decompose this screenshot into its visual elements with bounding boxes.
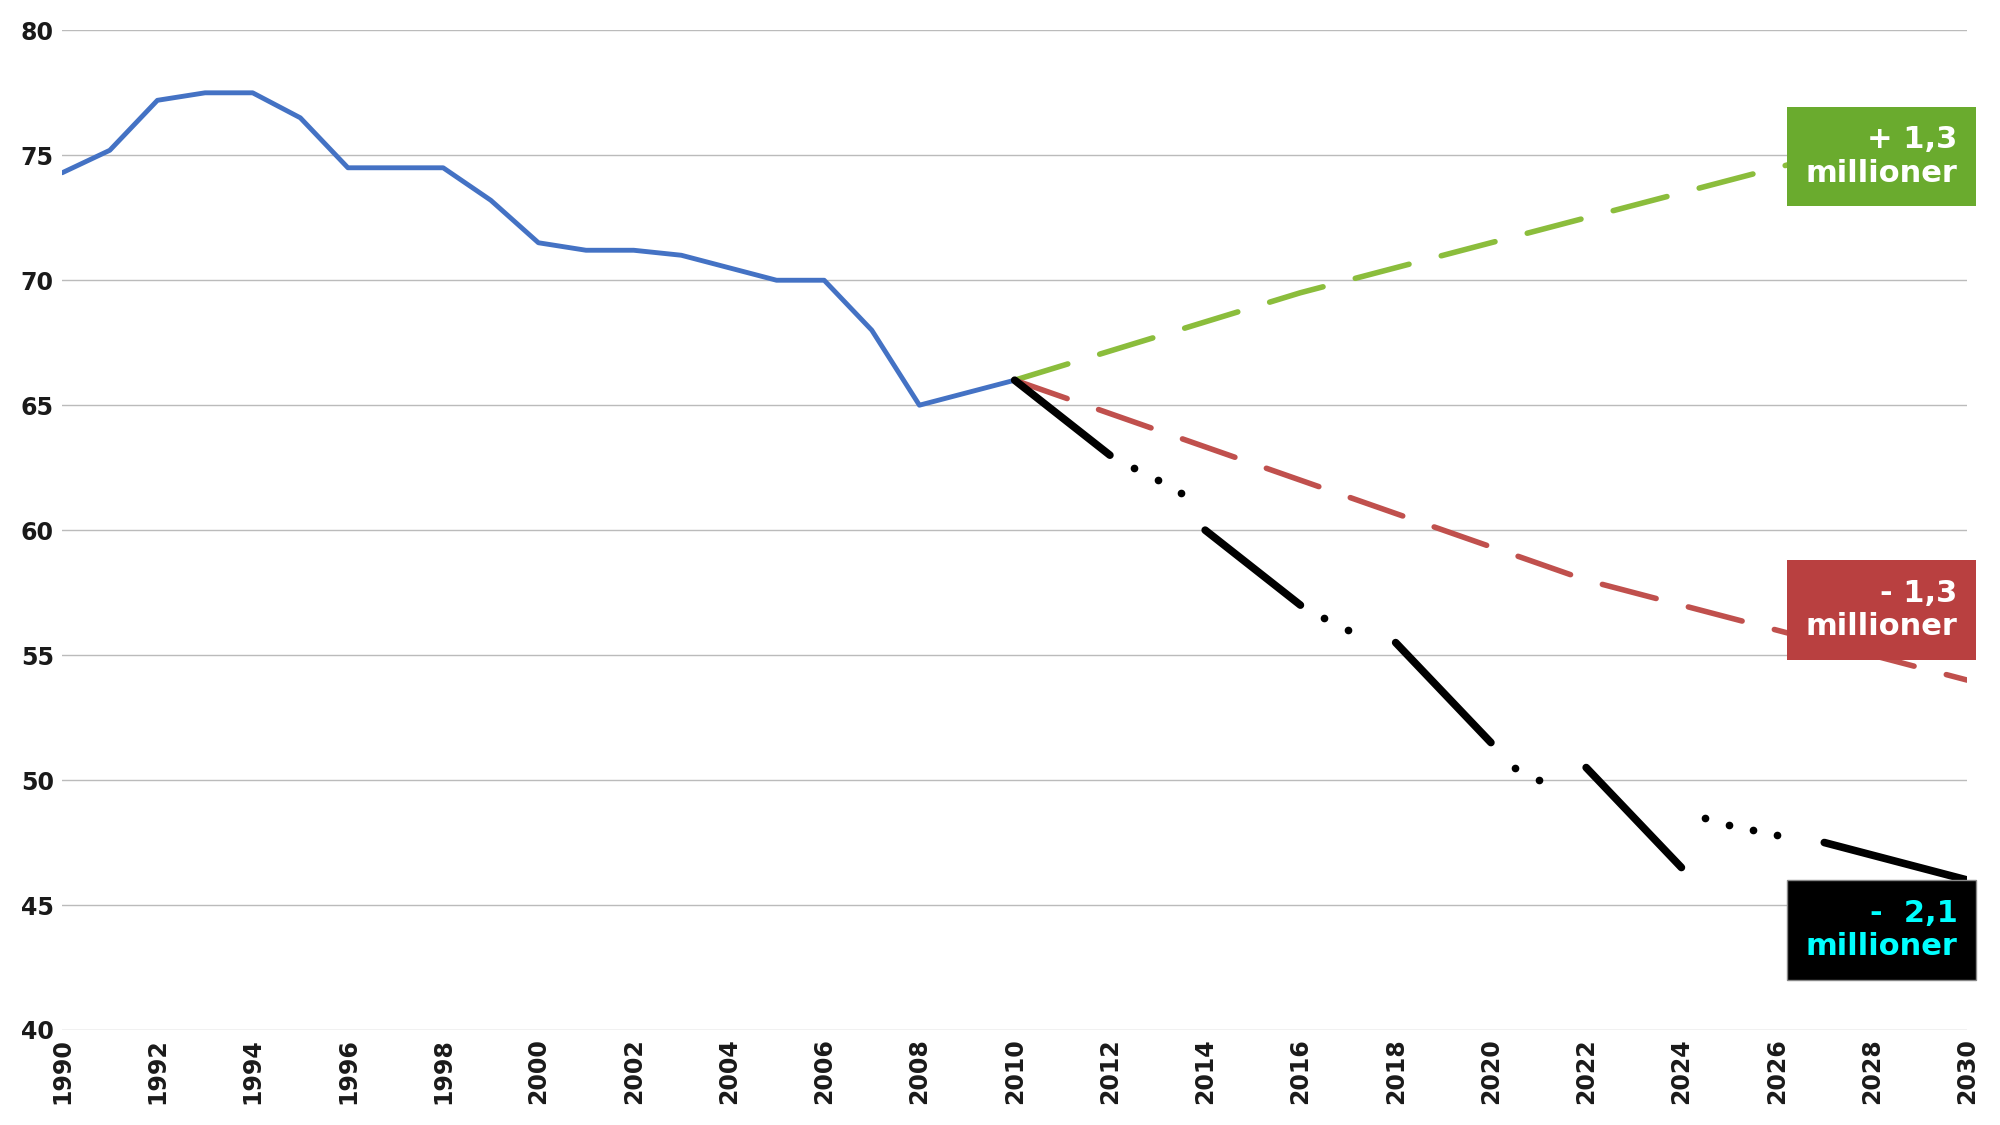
Text: - 1,3
millioner: - 1,3 millioner: [1806, 579, 1958, 641]
Text: + 1,3
millioner: + 1,3 millioner: [1806, 125, 1958, 188]
Text: -  2,1
millioner: - 2,1 millioner: [1806, 899, 1958, 961]
